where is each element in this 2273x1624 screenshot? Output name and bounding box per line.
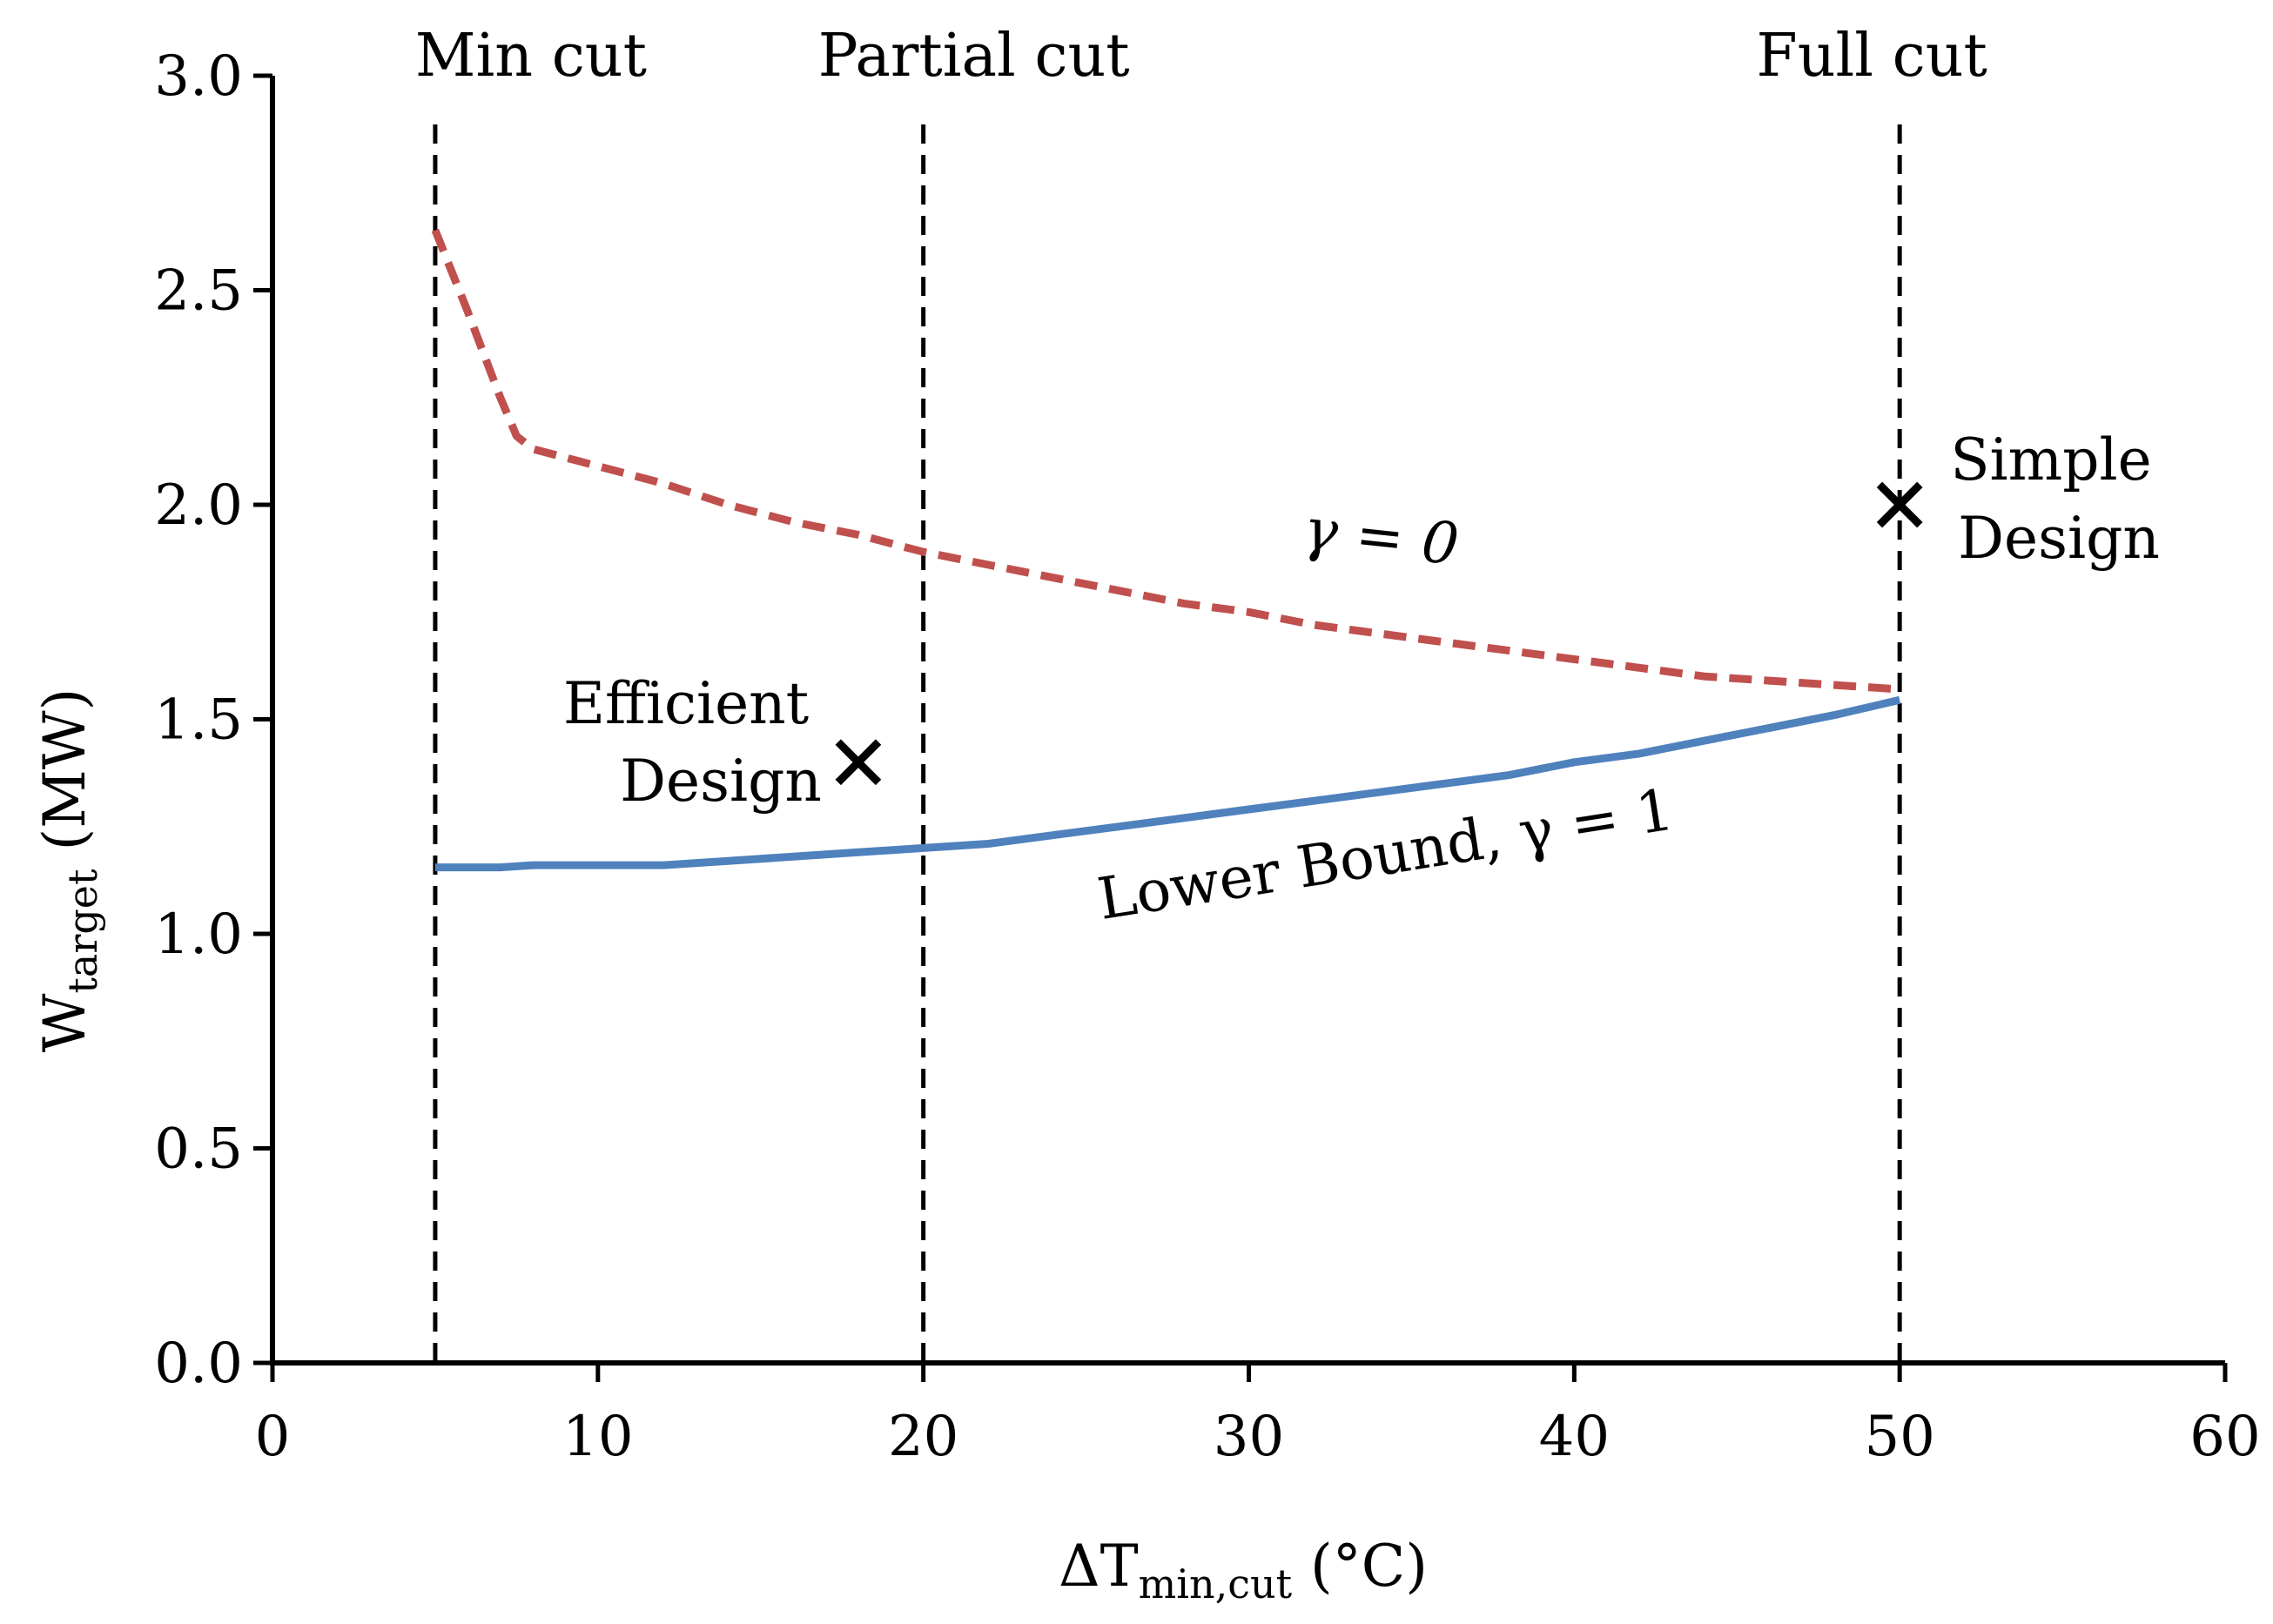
y-axis-title-unit: (MW) [31, 688, 98, 869]
y-tick-label: 1.5 [154, 688, 243, 753]
x-tick-label: 20 [888, 1405, 958, 1469]
y-tick-label: 2.0 [154, 473, 243, 538]
simple-design-marker [1876, 481, 1923, 528]
y-axis-title: Wtarget (MW) [31, 688, 106, 1053]
y-axis-title-sub: target [59, 869, 106, 994]
y-tick-label: 0.0 [154, 1332, 243, 1396]
x-axis-title-sub: min,cut [1139, 1560, 1293, 1607]
efficient-design-marker [835, 739, 882, 786]
x-ticks: 0 10 20 30 40 50 60 [255, 1363, 2261, 1469]
series-label-gamma0: γ = 0 [1300, 495, 1462, 578]
x-tick-label: 40 [1539, 1405, 1610, 1469]
y-tick-label: 3.0 [154, 44, 243, 109]
x-axis-title-main: ΔT [1059, 1533, 1139, 1600]
x-tick-label: 0 [255, 1405, 291, 1469]
y-tick-label: 2.5 [154, 259, 243, 324]
y-ticks: 0.0 0.5 1.0 1.5 2.0 2.5 3.0 [154, 44, 272, 1396]
x-axis-title: ΔTmin,cut (°C) [1059, 1533, 1428, 1607]
axes: 0.0 0.5 1.0 1.5 2.0 2.5 3.0 0 10 20 30 40 50 60 [154, 44, 2261, 1469]
marker-stroke [1876, 481, 1923, 528]
x-axis-title-unit: (°C) [1292, 1533, 1428, 1600]
cut-lines: Min cut Partial cut Full cut [415, 22, 1987, 1363]
efficient-design-label: Efficient [563, 670, 809, 737]
design-points: Efficient Design Simple Design [563, 426, 2160, 815]
series-line-gamma0 [431, 228, 1900, 694]
simple-design-label: Design [1958, 505, 2160, 572]
cut-line-label: Min cut [415, 22, 647, 91]
plot-area: Min cut Partial cut Full cut 0.0 0.5 1.0 1.5 2… [154, 22, 2261, 1469]
y-tick-label: 0.5 [154, 1117, 243, 1182]
x-tick-label: 50 [1864, 1405, 1934, 1469]
efficient-design-label: Design [620, 748, 822, 815]
y-tick-label: 1.0 [154, 903, 243, 967]
x-tick-label: 60 [2189, 1405, 2260, 1469]
marker-stroke [835, 739, 882, 786]
cut-line-label: Partial cut [818, 22, 1130, 91]
simple-design-label: Simple [1950, 426, 2151, 493]
series-group [431, 228, 1901, 872]
x-tick-label: 10 [562, 1405, 633, 1469]
y-axis-title-main: W [31, 993, 98, 1052]
x-tick-label: 30 [1214, 1405, 1284, 1469]
series-line-lower-bound [434, 695, 1901, 872]
series-label-lower-bound: Lower Bound, γ = 1 [1093, 776, 1678, 934]
cut-line-label: Full cut [1757, 22, 1987, 91]
